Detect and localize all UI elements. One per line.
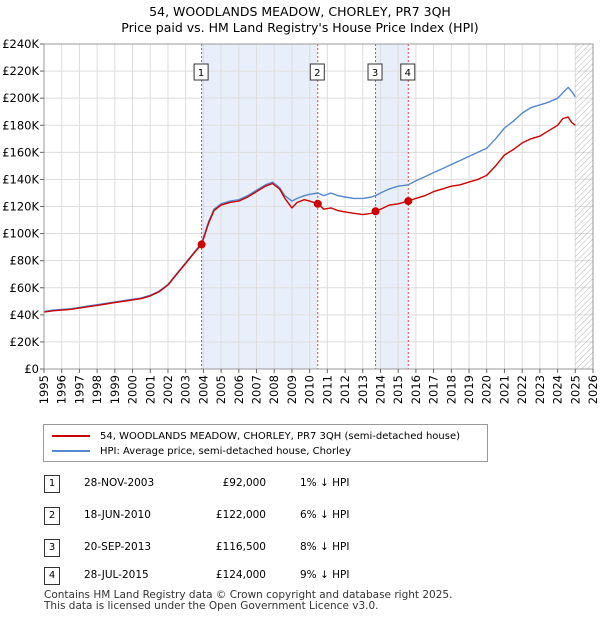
y-tick-label: £120K (2, 200, 39, 214)
transaction-price: £116,500 (215, 541, 266, 553)
chart-subtitle: Price paid vs. HM Land Registry's House … (121, 20, 479, 35)
transaction-label: 4 (405, 68, 411, 79)
x-tick-label: 2008 (267, 375, 281, 404)
x-tick-label: 2003 (179, 375, 193, 404)
legend-label-hpi: HPI: Average price, semi-detached house,… (100, 445, 352, 457)
transaction-date: 18-JUN-2010 (84, 509, 151, 521)
x-tick-label: 2010 (303, 375, 317, 404)
x-tick-label: 2015 (391, 375, 405, 404)
x-tick-label: 2012 (338, 375, 352, 404)
x-tick-label: 1997 (72, 375, 86, 404)
legend-item-property: 54, WOODLANDS MEADOW, CHORLEY, PR7 3QH (… (52, 429, 460, 443)
x-tick-label: 2006 (232, 375, 246, 404)
x-tick-label: 2019 (462, 375, 476, 404)
y-tick-label: £240K (2, 37, 39, 51)
y-tick-label: £0 (24, 362, 39, 376)
chart-title: 54, WOODLANDS MEADOW, CHORLEY, PR7 3QH (149, 4, 451, 19)
y-tick-label: £80K (10, 254, 40, 268)
x-tick-label: 2025 (568, 375, 582, 404)
transaction-price: £124,000 (215, 569, 266, 581)
property-price-line (43, 116, 576, 313)
x-tick-label: 2022 (515, 375, 529, 404)
transaction-badge: 1 (44, 475, 60, 493)
x-tick-label: 2009 (285, 375, 299, 404)
legend-swatch-property (52, 435, 90, 437)
sale-marker (371, 207, 380, 216)
x-tick-label: 2000 (126, 375, 140, 404)
x-tick-label: 2005 (214, 375, 228, 404)
transaction-date: 20-SEP-2013 (84, 541, 152, 553)
transaction-badge: 3 (44, 539, 60, 557)
transaction-hpi-diff: 9% ↓ HPI (300, 569, 350, 581)
x-tick-label: 2011 (320, 375, 334, 404)
transaction-box (309, 63, 325, 81)
x-tick-label: 1995 (37, 375, 51, 404)
transaction-box (193, 63, 209, 81)
x-tick-label: 2024 (551, 375, 565, 404)
x-tick-label: 1999 (108, 375, 122, 404)
x-tick-label: 2021 (497, 375, 511, 404)
transaction-label: 2 (314, 68, 320, 79)
transaction-date: 28-JUL-2015 (84, 569, 149, 581)
y-tick-label: £40K (10, 308, 40, 322)
x-tick-label: 2007 (250, 375, 264, 404)
chart-legend: 54, WOODLANDS MEADOW, CHORLEY, PR7 3QH (… (43, 424, 488, 462)
transaction-date: 28-NOV-2003 (84, 477, 155, 489)
transaction-label: 3 (372, 68, 378, 79)
y-tick-label: £140K (2, 172, 39, 186)
y-tick-label: £200K (2, 91, 39, 105)
x-tick-label: 2004 (196, 375, 210, 404)
x-tick-label: 2014 (373, 375, 387, 404)
x-tick-label: 2016 (409, 375, 423, 404)
transaction-hpi-diff: 1% ↓ HPI (300, 477, 350, 489)
legend-label-property: 54, WOODLANDS MEADOW, CHORLEY, PR7 3QH (… (100, 430, 461, 442)
sale-marker (313, 199, 322, 208)
y-tick-label: £20K (10, 335, 40, 349)
transaction-badge: 4 (44, 567, 60, 585)
footer-line: This data is licensed under the Open Gov… (44, 600, 379, 612)
price-chart: 1 2 3 4 £0 £20K £40K £60K £80K £100K £120K £140K £1… (2, 37, 600, 404)
x-tick-label: 1998 (90, 375, 104, 404)
x-tick-label: 2017 (427, 375, 441, 404)
y-tick-label: £100K (2, 227, 39, 241)
x-tick-label: 2026 (586, 375, 600, 404)
y-tick-label: £220K (2, 64, 39, 78)
x-tick-label: 2018 (444, 375, 458, 404)
x-tick-label: 1996 (55, 375, 69, 404)
x-tick-label: 2023 (533, 375, 547, 404)
x-tick-label: 2013 (356, 375, 370, 404)
x-tick-label: 2002 (161, 375, 175, 404)
transaction-hpi-diff: 8% ↓ HPI (300, 541, 350, 553)
legend-item-hpi: HPI: Average price, semi-detached house,… (52, 444, 351, 458)
footer-line: Contains HM Land Registry data © Crown c… (44, 589, 453, 601)
transaction-price: £122,000 (215, 509, 266, 521)
y-tick-label: £60K (10, 281, 40, 295)
sale-marker (404, 197, 413, 206)
transaction-box (400, 63, 416, 81)
transaction-box (367, 63, 383, 81)
transaction-hpi-diff: 6% ↓ HPI (300, 509, 350, 521)
x-tick-label: 2020 (480, 375, 494, 404)
y-tick-label: £160K (2, 145, 39, 159)
y-tick-label: £180K (2, 118, 39, 132)
transaction-price: £92,000 (222, 477, 266, 489)
transaction-label: 1 (198, 68, 204, 79)
forecast-hatch (575, 44, 593, 369)
transaction-badge: 2 (44, 507, 60, 525)
legend-swatch-hpi (52, 450, 90, 452)
x-tick-label: 2001 (143, 375, 157, 404)
footer-attribution: Contains HM Land Registry data © Crown c… (44, 590, 452, 612)
sale-marker (197, 240, 206, 249)
